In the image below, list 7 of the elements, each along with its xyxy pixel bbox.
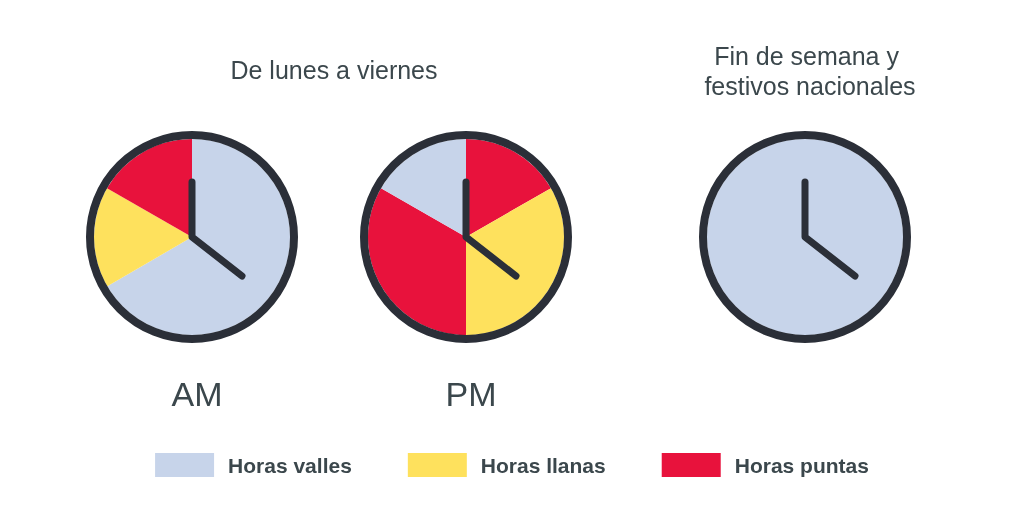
chart-title: Fin de semana y festivos nacionales <box>704 42 916 100</box>
text: PM <box>445 375 497 413</box>
legend-label: Horas llanas <box>480 453 606 477</box>
chart-title: De lunes a viernes <box>230 56 438 84</box>
legend-label: Horas valles <box>228 453 352 477</box>
text: AM <box>171 375 223 413</box>
legend-label: Horas puntas <box>734 453 869 477</box>
